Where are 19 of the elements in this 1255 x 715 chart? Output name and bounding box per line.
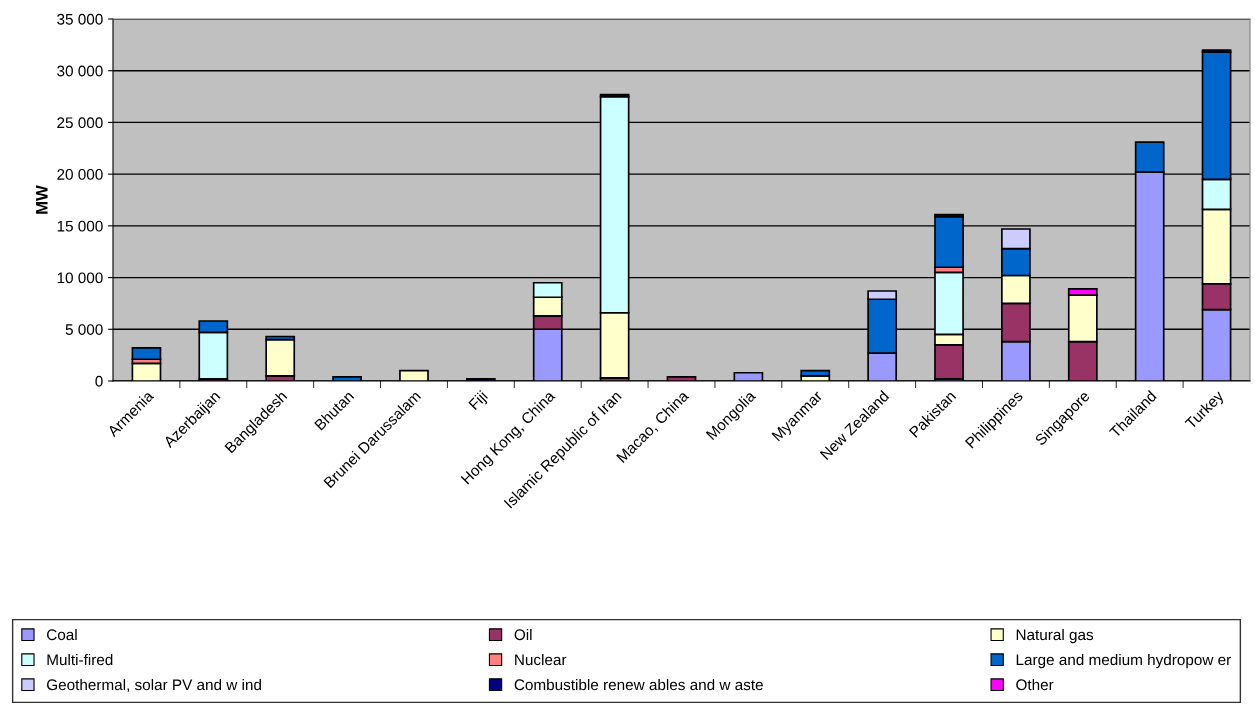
legend-label: Geothermal, solar PV and w ind — [47, 678, 261, 692]
y-tick-label: 25 000 — [57, 117, 103, 129]
y-tick-label: 0 — [95, 375, 103, 387]
legend-label: Combustible renew ables and w aste — [514, 678, 763, 691]
legend-label: Oil — [514, 628, 532, 641]
y-tick-label: 15 000 — [57, 220, 103, 232]
y-tick-label: 35 000 — [57, 13, 103, 25]
x-tick-label: Fiji — [467, 390, 491, 413]
legend-label: Coal — [47, 628, 77, 641]
y-tick-label: 30 000 — [57, 65, 103, 77]
legend-label: Multi-fired — [47, 653, 113, 666]
y-tick-label: 20 000 — [57, 169, 103, 180]
y-tick-label: 10 000 — [57, 272, 103, 284]
legend-label: Nuclear — [515, 653, 567, 666]
legend-label: Natural gas — [1016, 628, 1094, 644]
y-tick-label: 5 000 — [65, 324, 103, 335]
legend-label: Other — [1016, 678, 1054, 691]
y-axis-title: MW — [36, 185, 48, 214]
legend-label: Large and medium hydropow er — [1016, 653, 1231, 669]
